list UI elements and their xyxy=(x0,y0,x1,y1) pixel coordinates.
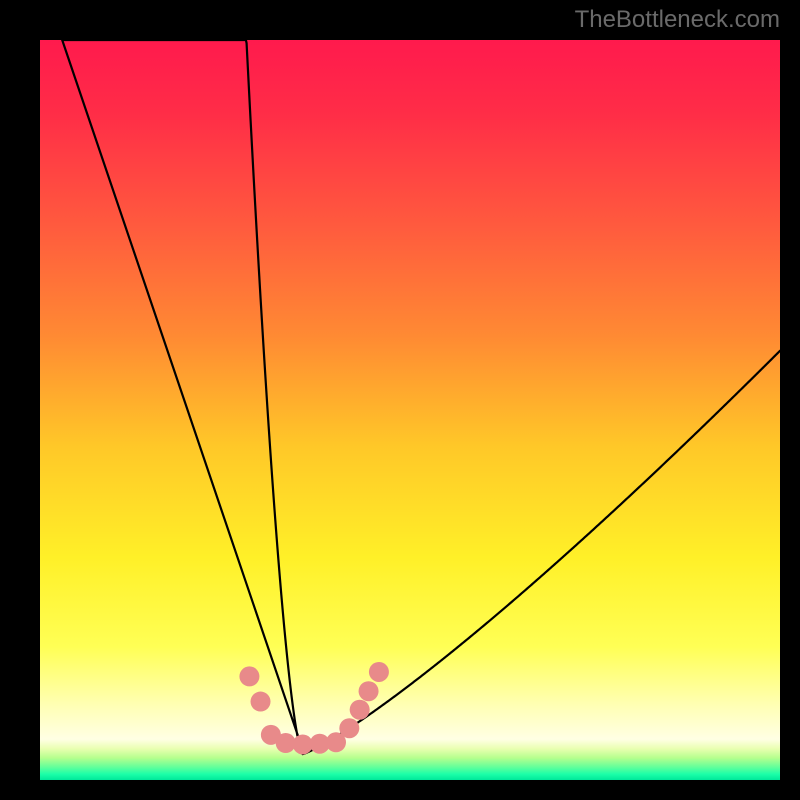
marker-dot xyxy=(276,733,296,753)
marker-dot xyxy=(369,662,389,682)
bottleneck-chart xyxy=(40,40,780,780)
marker-dot xyxy=(251,692,271,712)
gradient-background xyxy=(40,40,780,780)
marker-dot xyxy=(350,700,370,720)
marker-dot xyxy=(293,734,313,754)
marker-dot xyxy=(339,718,359,738)
marker-dot xyxy=(359,681,379,701)
marker-dot xyxy=(239,666,259,686)
watermark-text: TheBottleneck.com xyxy=(575,6,780,34)
